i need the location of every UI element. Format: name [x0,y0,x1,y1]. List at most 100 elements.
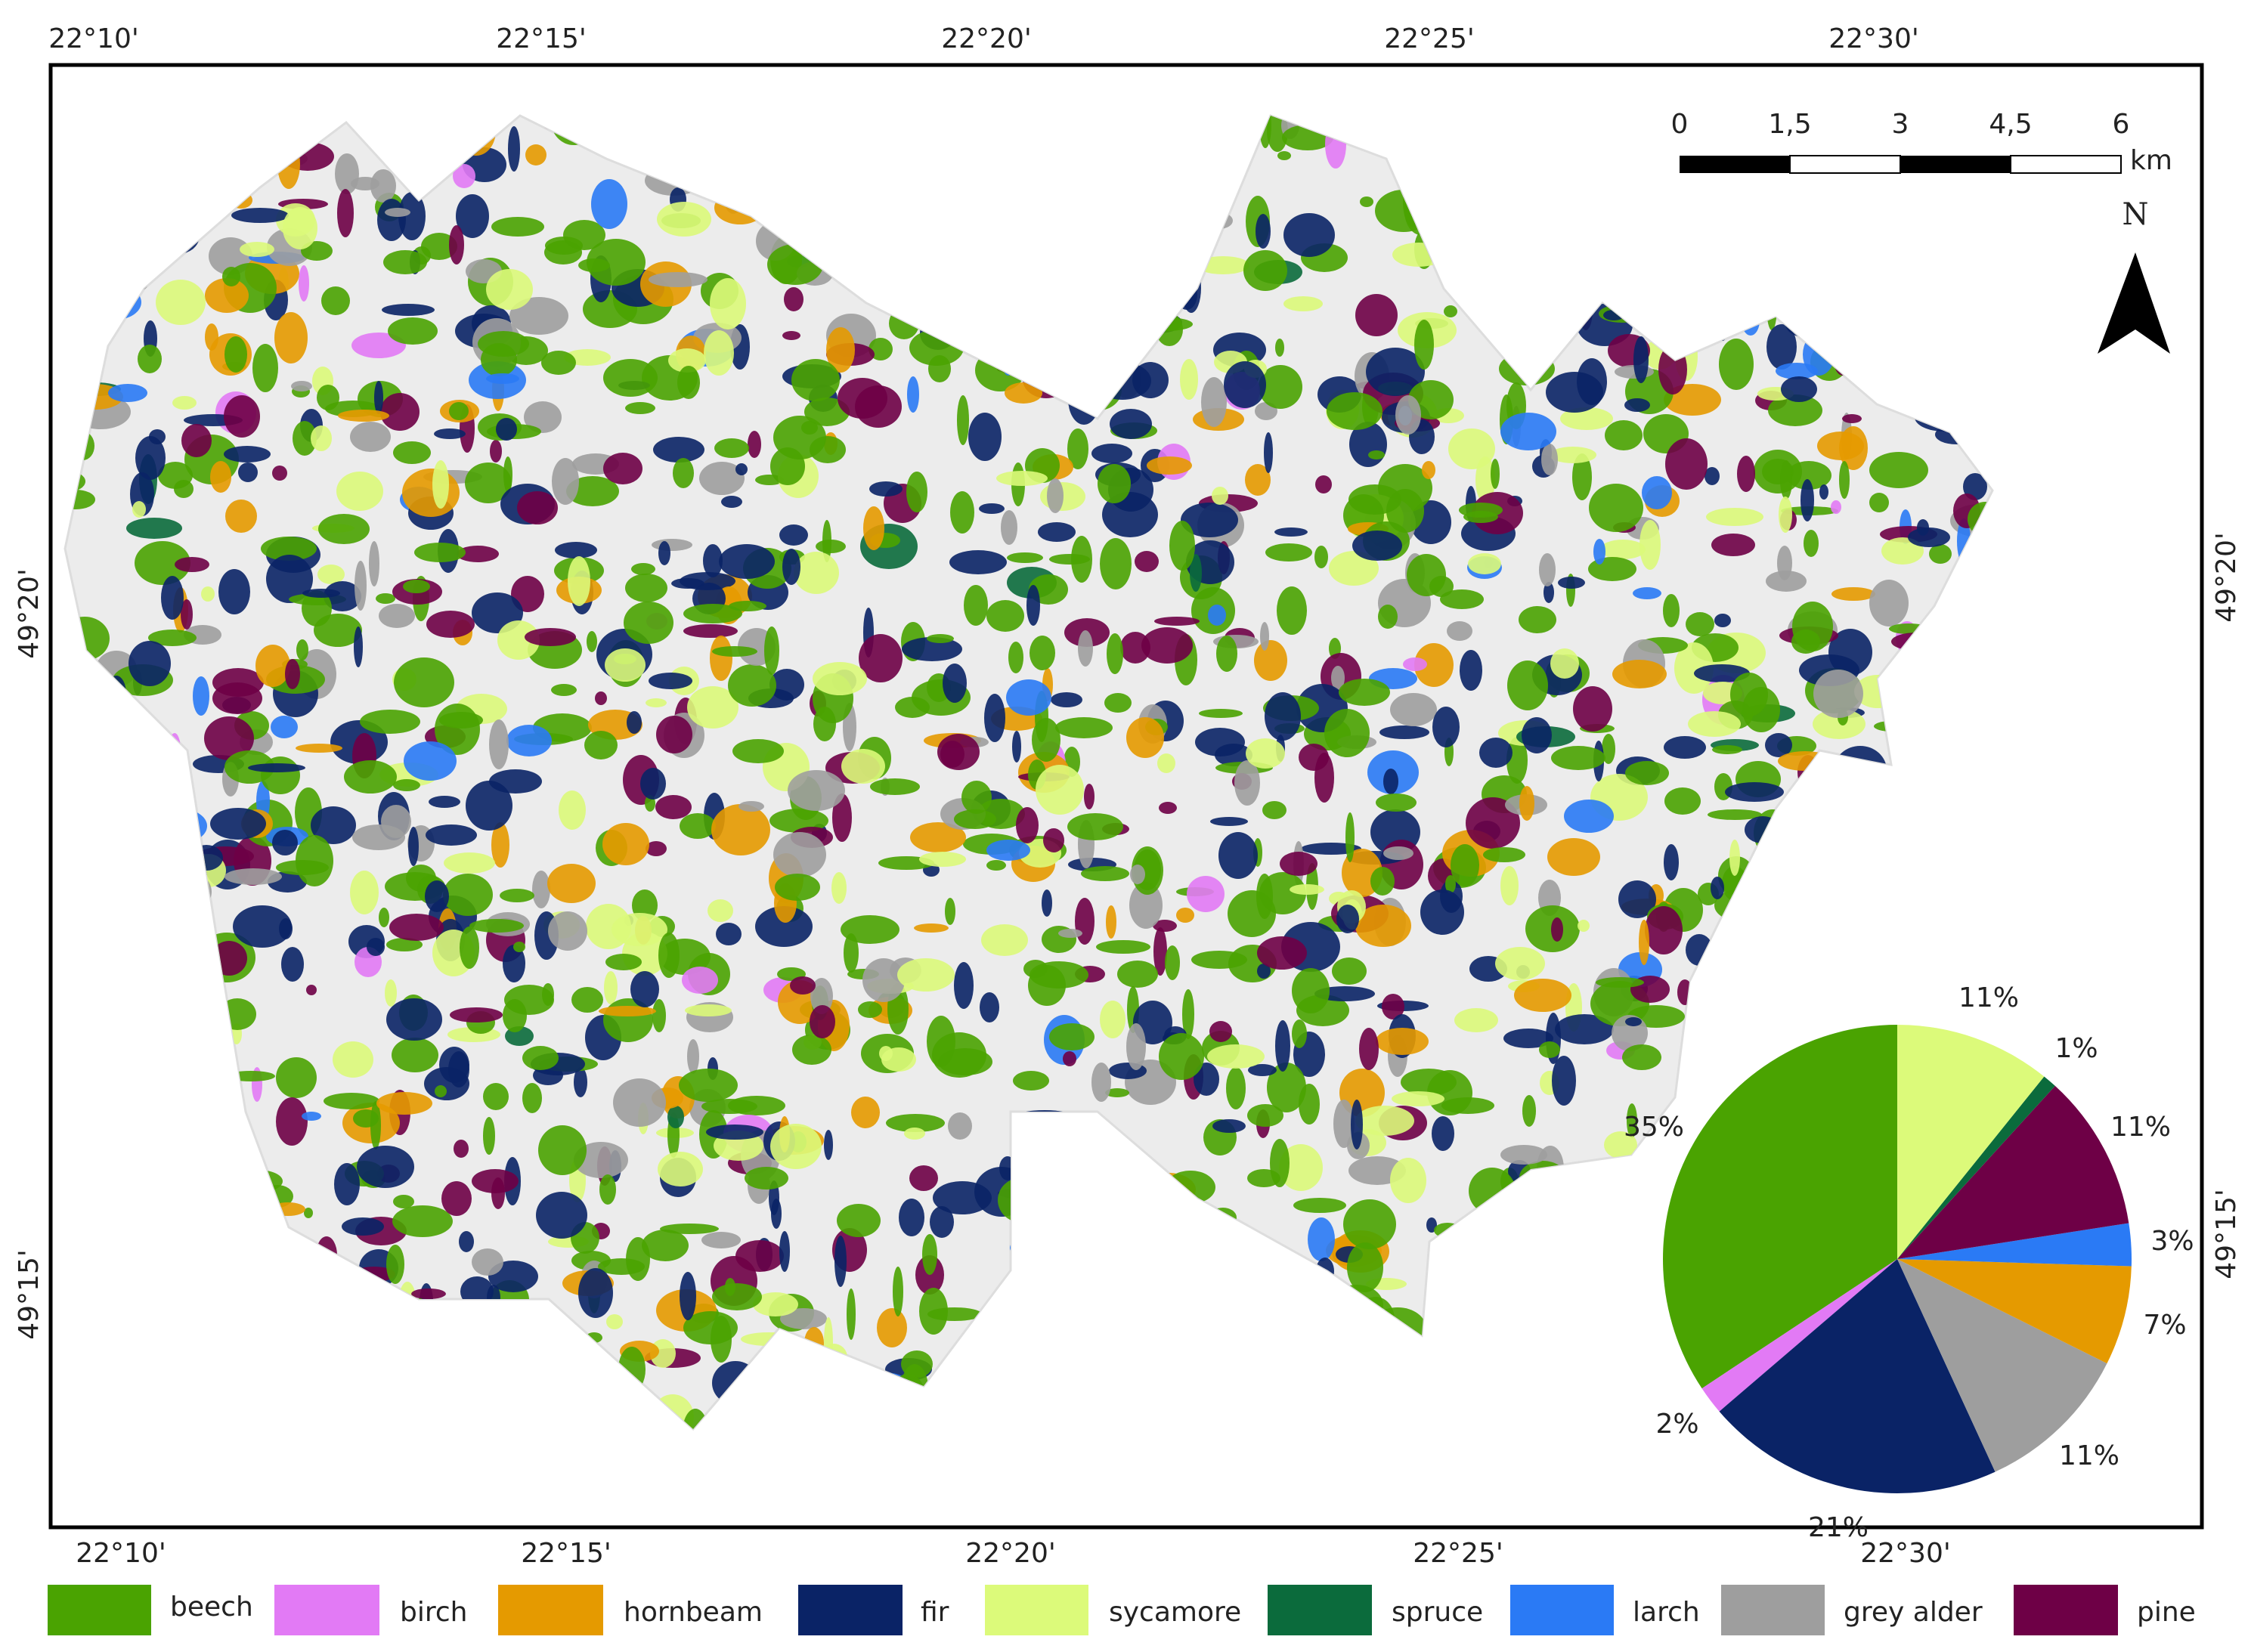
forest-patch [500,889,534,902]
forest-patch [321,286,350,315]
forest-patch [1049,1023,1095,1050]
forest-patch [863,506,884,550]
forest-patch [1522,1095,1536,1127]
forest-patch [1135,551,1159,572]
scale-segment [2010,155,2122,174]
forest-patch [613,1078,666,1127]
forest-patch [393,779,420,791]
pie-label: 11% [2110,1112,2171,1143]
forest-patch [1141,627,1193,664]
forest-patch [1813,670,1863,718]
forest-patch [443,874,493,916]
lon-label: 22°20' [965,1538,1056,1569]
forest-patch [656,716,692,753]
forest-patch [1368,450,1385,459]
forest-patch [1407,554,1446,596]
scale-label: 1,5 [1768,109,1811,140]
forest-patch [149,429,166,444]
forest-patch [496,418,517,441]
forest-patch [296,744,342,753]
forest-patch [1274,527,1308,537]
forest-patch [910,822,966,852]
forest-patch [1327,392,1382,430]
forest-patch [909,1165,938,1191]
forest-patch [222,267,240,286]
forest-patch [1270,1139,1290,1187]
forest-patch [1688,711,1741,737]
forest-patch [773,832,826,877]
forest-patch [683,624,738,638]
forest-patch [248,763,305,772]
forest-patch [1539,1041,1560,1058]
forest-patch [1551,746,1605,770]
pie-slice [1897,1085,2129,1259]
forest-patch [1432,707,1460,747]
forest-patch [1234,760,1260,806]
forest-patch [1454,1008,1498,1032]
forest-patch [1711,877,1724,899]
forest-patch [886,1114,945,1132]
forest-patch [1343,1199,1396,1249]
forest-patch [456,194,489,238]
lat-label: 49°15' [14,1249,45,1340]
forest-patch [706,1125,763,1140]
forest-patch [1030,636,1055,670]
forest-patch [979,503,1005,514]
forest-patch [379,604,415,628]
forest-patch [1600,540,1646,559]
forest-patch [1422,461,1435,479]
forest-patch [782,549,800,585]
forest-patch [161,576,184,620]
forest-patch [1314,986,1375,1001]
forest-patch [1383,846,1413,860]
forest-patch [354,626,363,667]
forest-patch [1013,1071,1049,1091]
forest-patch [1414,320,1434,370]
forest-patch [1444,305,1457,317]
pie-label: 3% [2150,1226,2194,1257]
forest-patch [1633,587,1661,599]
forest-patch [831,872,847,904]
forest-patch [660,1224,719,1234]
legend-swatch [2014,1585,2118,1635]
forest-patch [1355,905,1411,947]
forest-patch [1283,296,1323,311]
forest-patch [231,208,289,223]
pie-label: 11% [2059,1440,2119,1471]
forest-patch [680,1272,696,1320]
forest-patch [376,593,395,604]
forest-patch [1547,838,1600,876]
forest-patch [398,192,426,240]
forest-patch [489,719,509,769]
forest-patch [996,471,1048,486]
forest-patch [1102,492,1158,537]
forest-patch [1243,250,1287,291]
forest-patch [1257,964,1271,979]
forest-patch [1007,552,1043,563]
forest-patch [657,202,711,237]
forest-patch [1067,813,1123,840]
forest-patch [1817,432,1864,460]
forest-patch [949,550,1007,574]
forest-patch [1110,409,1152,439]
forest-patch [1195,728,1245,756]
forest-patch [957,395,969,445]
forest-patch [1043,828,1064,852]
forest-patch [930,1206,954,1238]
forest-patch [311,806,356,844]
forest-patch [201,586,215,602]
forest-patch [1929,544,1952,564]
forest-patch [653,437,704,462]
forest-patch [851,1097,880,1128]
forest-patch [578,258,610,272]
forest-patch [351,333,406,358]
forest-patch [1664,736,1706,759]
forest-patch [1075,898,1095,945]
pie-label: 2% [1655,1409,1698,1440]
pie-label: 21% [1808,1512,1869,1543]
legend-label: sycamore [1109,1597,1241,1628]
forest-patch [832,794,852,842]
forest-patch [453,164,475,188]
forest-patch [1780,460,1792,500]
forest-patch [350,422,391,452]
